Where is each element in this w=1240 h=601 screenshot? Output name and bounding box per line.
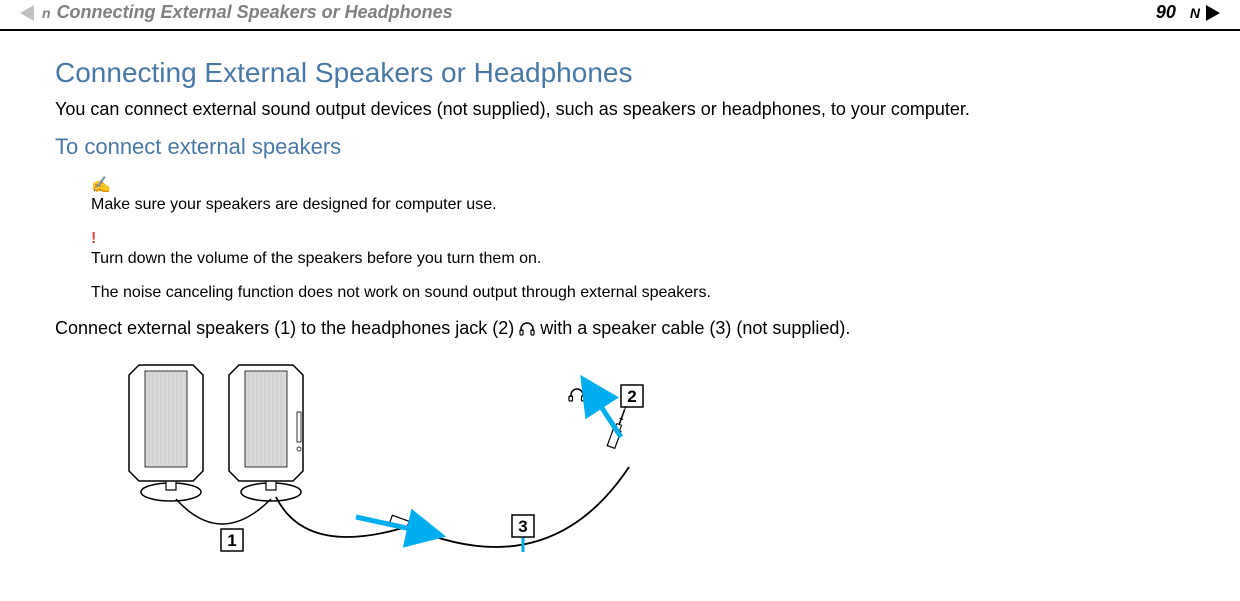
warning-block: ! Turn down the volume of the speakers b… xyxy=(91,230,1185,268)
info-text: The noise canceling function does not wo… xyxy=(91,284,1185,302)
speaker-cable xyxy=(276,404,630,547)
warning-icon: ! xyxy=(91,230,1185,248)
svg-text:2: 2 xyxy=(627,387,636,406)
callout-arrow-2 xyxy=(600,405,621,437)
svg-text:3: 3 xyxy=(518,517,527,536)
page-content: Connecting External Speakers or Headphon… xyxy=(0,31,1240,567)
page-number: 90 xyxy=(1156,2,1176,23)
instruction-pre: Connect external speakers (1) to the hea… xyxy=(55,318,519,338)
instruction-text: Connect external speakers (1) to the hea… xyxy=(55,318,1185,339)
diagram-label-1: 1 xyxy=(221,529,243,551)
speaker-link-cable xyxy=(176,499,271,524)
note-text: Make sure your speakers are designed for… xyxy=(91,196,1185,214)
headphones-icon xyxy=(519,321,535,337)
diagram-label-2: 2 xyxy=(621,385,643,407)
connection-diagram: 1 2 3 xyxy=(91,357,691,567)
info-block: The noise canceling function does not wo… xyxy=(91,284,1185,302)
page-header: n Connecting External Speakers or Headph… xyxy=(0,0,1240,31)
diagram-label-3: 3 xyxy=(512,515,534,537)
page-title: Connecting External Speakers or Headphon… xyxy=(55,57,1185,89)
breadcrumb: Connecting External Speakers or Headphon… xyxy=(57,2,1156,23)
intro-text: You can connect external sound output de… xyxy=(55,99,1185,120)
warning-text: Turn down the volume of the speakers bef… xyxy=(91,250,1185,268)
nav-forward-arrow-icon[interactable] xyxy=(1206,5,1220,21)
note-block: ✍ Make sure your speakers are designed f… xyxy=(91,178,1185,214)
note-icon: ✍ xyxy=(91,178,1185,194)
instruction-post: with a speaker cable (3) (not supplied). xyxy=(535,318,850,338)
svg-text:1: 1 xyxy=(227,531,236,550)
speaker-right-icon xyxy=(229,365,303,501)
jack-target-icon xyxy=(569,389,606,404)
nav-back-arrow-icon[interactable] xyxy=(20,5,34,21)
nav-back-label[interactable]: n xyxy=(42,5,51,21)
speaker-left-icon xyxy=(129,365,203,501)
nav-forward-label[interactable]: N xyxy=(1190,5,1200,21)
section-heading: To connect external speakers xyxy=(55,134,1185,160)
